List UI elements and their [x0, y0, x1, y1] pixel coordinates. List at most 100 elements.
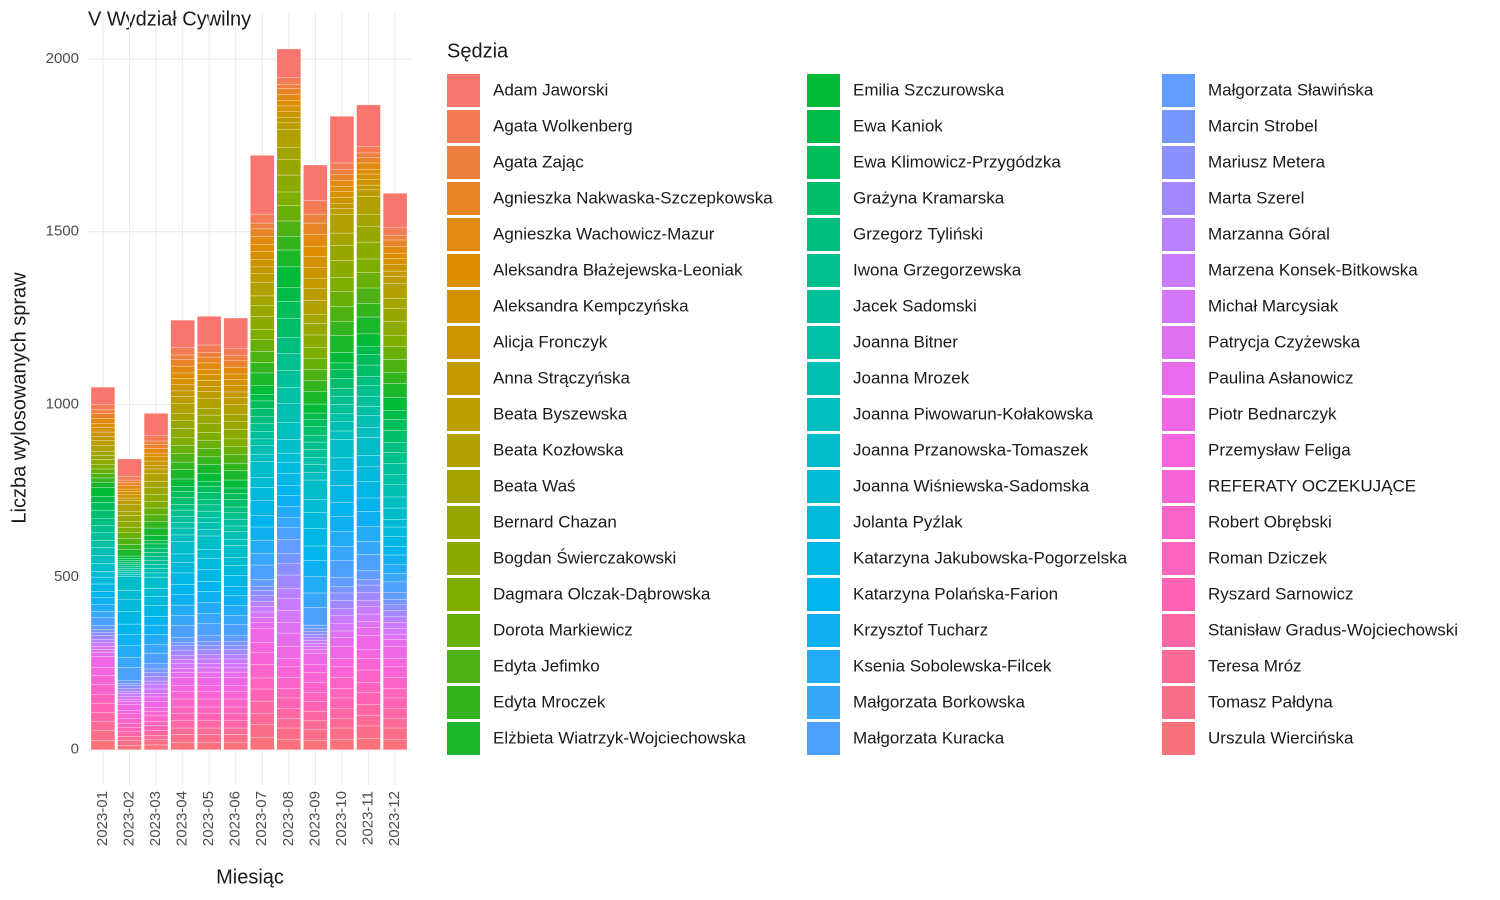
bar-segment: [303, 664, 328, 673]
bar-segment: [382, 419, 408, 431]
bar-segment: [143, 456, 169, 462]
legend-key: [447, 470, 480, 503]
bar-segment: [356, 226, 381, 243]
bar-segment: [90, 632, 116, 636]
bar-segment: [303, 576, 328, 594]
bar-segment: [170, 372, 195, 379]
bar-segment: [143, 572, 169, 578]
bar-segment: [276, 472, 301, 486]
bar-segment: [382, 708, 408, 719]
bar-segment: [223, 545, 248, 558]
legend-item: Joanna Mrozek: [807, 362, 970, 395]
bar-segment: [143, 668, 169, 673]
bar-segment: [197, 374, 222, 381]
legend-key: [1162, 506, 1195, 539]
legend-item: Grażyna Kramarska: [807, 182, 1005, 215]
x-tick-label: 2023-06: [227, 791, 244, 846]
bar-segment: [250, 628, 275, 643]
bar-segment: [276, 517, 301, 528]
bar-segment: [90, 496, 116, 503]
bar-segment: [303, 528, 328, 547]
legend-item: Grzegorz Tyliński: [807, 218, 983, 251]
bar-segment: [276, 574, 301, 589]
bar-segment: [117, 731, 142, 737]
bar-segment: [143, 527, 169, 536]
legend-item: Anna Strączyńska: [447, 362, 631, 395]
bar-segment: [250, 273, 275, 283]
bar-segment: [329, 688, 355, 699]
bar-segment: [90, 625, 116, 630]
bar-segment: [382, 346, 408, 360]
bar-segment: [223, 565, 248, 576]
bar-segment: [303, 288, 328, 301]
bar-segment: [223, 397, 248, 405]
legend-label: Anna Strączyńska: [493, 368, 631, 387]
legend-item: Dagmara Olczak-Dąbrowska: [447, 578, 711, 611]
bar-segment: [356, 481, 381, 499]
bar-segment: [250, 611, 275, 618]
bar-segment: [117, 680, 142, 684]
bar-segment: [276, 220, 301, 237]
legend-label: Paulina Asłanowicz: [1208, 368, 1354, 387]
bar-segment: [117, 527, 142, 534]
legend-key: [447, 722, 480, 755]
bar-segment: [143, 535, 169, 541]
bar-segment: [143, 605, 169, 617]
bar-segment: [250, 713, 275, 725]
x-axis-title: Miesiąc: [216, 866, 284, 888]
bar-segment: [356, 195, 381, 215]
bar-segment: [223, 373, 248, 380]
bar-segment: [382, 335, 408, 347]
legend-item: Alicja Fronczyk: [447, 326, 608, 359]
bar-segment: [329, 658, 355, 668]
bar-segment: [223, 691, 248, 700]
legend-item: Edyta Mroczek: [447, 686, 606, 719]
bar-segment: [143, 624, 169, 635]
bar-segment: [117, 572, 142, 575]
bar-segment: [143, 696, 169, 702]
legend-label: Grażyna Kramarska: [853, 188, 1005, 207]
bar-segment: [303, 334, 328, 348]
legend-item: Piotr Bednarczyk: [1162, 398, 1337, 431]
bar-segment: [382, 321, 408, 336]
y-axis-title: Liczba wylosowanych spraw: [8, 272, 30, 524]
bar-segment: [250, 700, 275, 714]
bar-segment: [170, 713, 195, 721]
bar-segment: [382, 633, 408, 640]
bar-segment: [90, 386, 116, 405]
bar-segment: [117, 710, 142, 714]
bar-segment: [197, 504, 222, 512]
bar-segment: [170, 562, 195, 574]
bar-segment: [143, 684, 169, 690]
bar-segment: [356, 454, 381, 468]
bar-segment: [90, 413, 116, 419]
legend-key: [1162, 722, 1195, 755]
x-tick-label: 2023-01: [94, 791, 111, 846]
bar-segment: [250, 617, 275, 623]
legend-item: Agata Zając: [447, 146, 584, 179]
bar-segment: [170, 461, 195, 470]
legend-label: Piotr Bednarczyk: [1208, 404, 1337, 423]
bar-segment: [223, 671, 248, 678]
bar-segment: [117, 555, 142, 559]
legend-key: [807, 686, 840, 719]
bar-segment: [356, 184, 381, 191]
bar-segment: [250, 526, 275, 541]
bar-segment: [223, 727, 248, 735]
legend-label: Bogdan Świerczakowski: [493, 548, 676, 567]
bar-segment: [170, 504, 195, 511]
bar-segment: [223, 414, 248, 422]
bar-segment: [117, 701, 142, 706]
legend-key: [807, 722, 840, 755]
bar-segment: [356, 241, 381, 260]
bar-segment: [90, 617, 116, 626]
bar-segment: [223, 641, 248, 646]
bar-segment: [250, 213, 275, 224]
bar-segment: [197, 549, 222, 559]
bar-segment: [329, 214, 355, 234]
bar-segment: [303, 720, 328, 730]
bar-segment: [197, 398, 222, 409]
bar-segment: [223, 525, 248, 532]
bar-segment: [117, 704, 142, 711]
legend-key: [807, 470, 840, 503]
